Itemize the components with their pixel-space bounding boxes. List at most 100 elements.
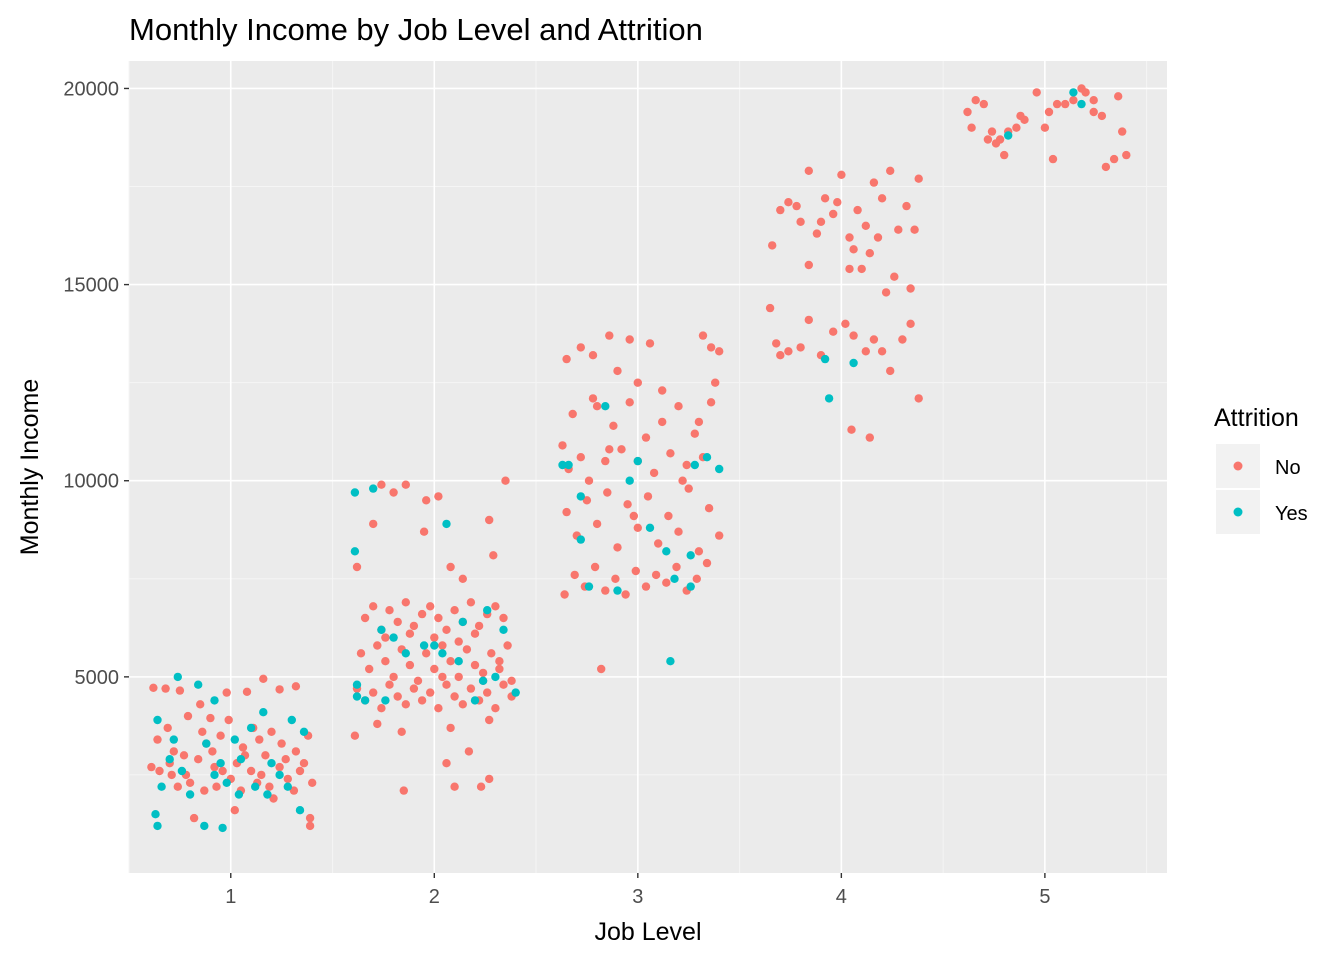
data-point-no [768, 241, 777, 250]
data-point-no [1032, 88, 1041, 97]
data-point-no [609, 421, 618, 430]
data-point-yes [381, 696, 390, 705]
data-point-no [485, 715, 494, 725]
data-point-no [702, 558, 712, 568]
data-point-no [257, 770, 266, 780]
data-point-no [776, 205, 785, 215]
data-point-yes [419, 641, 429, 650]
data-point-no [1040, 123, 1050, 132]
data-point-no [369, 688, 378, 697]
data-point-yes [377, 625, 386, 634]
data-point-yes [153, 715, 162, 725]
data-point-yes [576, 492, 585, 501]
x-tick-label: 4 [836, 886, 847, 908]
data-point-no [837, 170, 846, 179]
data-point-no [167, 770, 176, 780]
data-points [147, 84, 1131, 833]
data-point-no [715, 531, 724, 540]
data-point-no [849, 245, 858, 254]
data-point-yes [369, 484, 378, 493]
data-point-no [360, 613, 370, 623]
data-point-yes [454, 657, 463, 666]
data-point-no [208, 747, 217, 756]
data-point-no [450, 782, 459, 791]
data-point-no [238, 743, 248, 752]
data-point-no [183, 711, 193, 721]
data-point-no [629, 511, 638, 521]
data-point-yes [222, 778, 231, 787]
data-point-no [305, 813, 315, 823]
data-point-no [206, 713, 215, 723]
data-point-yes [200, 821, 209, 831]
data-point-yes [670, 574, 679, 583]
data-point-no [255, 735, 264, 744]
data-point-no [592, 519, 602, 529]
data-point-no [847, 425, 856, 434]
data-point-no [442, 680, 451, 689]
data-point-yes [173, 672, 182, 682]
data-point-yes [645, 523, 655, 532]
chart-title: Monthly Income by Job Level and Attritio… [129, 12, 703, 47]
data-point-no [491, 602, 500, 611]
data-point-no [865, 249, 874, 258]
data-point-yes [662, 547, 671, 556]
data-point-no [881, 288, 891, 297]
data-point-yes [210, 770, 219, 780]
data-point-no [446, 562, 455, 572]
data-point-no [590, 562, 600, 572]
data-point-yes [442, 519, 451, 529]
data-point-no [450, 606, 459, 615]
x-tick-label: 5 [1039, 886, 1050, 908]
data-point-no [967, 123, 976, 132]
data-point-yes [1069, 88, 1078, 97]
data-point-no [289, 786, 299, 795]
data-point-no [1089, 107, 1098, 117]
x-axis-title: Job Level [594, 918, 701, 946]
data-point-no [613, 543, 622, 552]
data-point-no [706, 398, 716, 407]
x-tick-label: 2 [429, 886, 440, 908]
data-point-no [422, 649, 431, 658]
data-point-no [562, 354, 571, 364]
data-point-no [613, 366, 622, 376]
data-point-yes [360, 696, 370, 705]
data-point-yes [177, 766, 187, 776]
data-point-no [454, 637, 463, 646]
data-point-yes [666, 657, 675, 666]
data-point-yes [350, 488, 360, 497]
data-point-no [489, 551, 498, 560]
data-point-no [664, 511, 673, 521]
data-point-no [910, 225, 919, 234]
data-point-yes [576, 535, 585, 544]
data-point-no [963, 107, 972, 117]
data-point-no [869, 335, 879, 344]
data-point-no [592, 402, 602, 411]
data-point-no [413, 676, 423, 685]
data-point-no [1089, 96, 1098, 105]
data-point-yes [151, 810, 160, 819]
data-point-no [829, 327, 838, 336]
data-point-yes [263, 790, 272, 799]
data-point-yes [1004, 131, 1013, 140]
data-point-no [804, 166, 813, 175]
data-point-yes [246, 723, 256, 733]
data-point-yes [686, 582, 695, 591]
data-point-no [291, 682, 301, 691]
data-point-no [625, 335, 634, 344]
data-point-no [641, 582, 651, 591]
data-point-no [185, 778, 195, 787]
data-point-yes [218, 823, 227, 833]
data-point-yes [470, 696, 480, 705]
data-point-no [983, 135, 993, 144]
data-point-no [446, 657, 455, 666]
data-point-no [430, 633, 439, 642]
data-point-no [373, 719, 382, 729]
data-point-yes [702, 453, 712, 462]
data-point-no [269, 794, 278, 803]
data-point-no [672, 562, 681, 572]
data-point-yes [299, 727, 309, 736]
data-point-no [658, 386, 667, 395]
data-point-no [829, 209, 838, 219]
legend-title: Attrition [1214, 404, 1299, 432]
data-point-no [991, 139, 1001, 148]
